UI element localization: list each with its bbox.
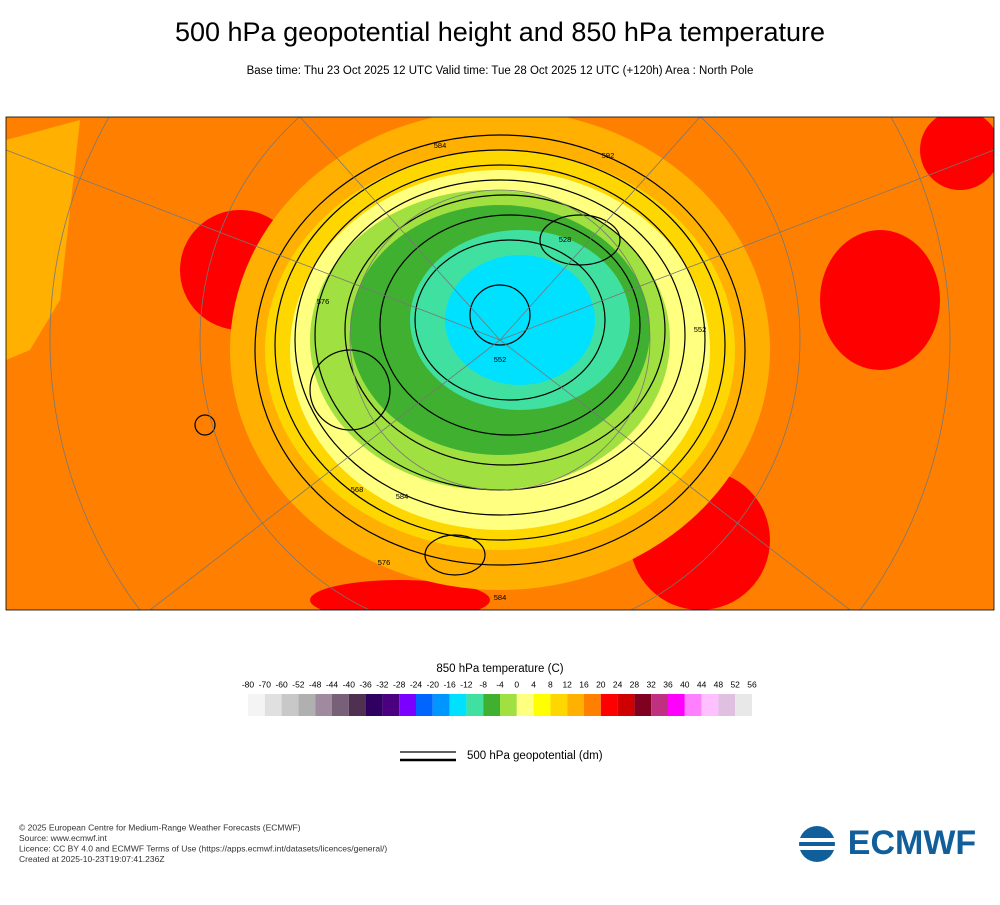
footer-line: Source: www.ecmwf.int — [19, 833, 107, 843]
colorbar-label: -32 — [376, 679, 389, 689]
contour-key-label: 500 hPa geopotential (dm) — [467, 750, 603, 762]
colorbar-label: 28 — [630, 679, 640, 689]
contour-label: 576 — [317, 297, 330, 306]
colorbar-box — [399, 694, 416, 716]
colorbar-label: 12 — [562, 679, 572, 689]
colorbar-label: -40 — [343, 679, 356, 689]
colorbar-label: -20 — [427, 679, 440, 689]
colorbar-label: 24 — [613, 679, 623, 689]
colorbar-box — [466, 694, 484, 716]
colorbar-box — [449, 694, 467, 716]
colorbar-label: -24 — [410, 679, 423, 689]
contour-label: 584 — [494, 593, 507, 602]
colorbar-label: -70 — [259, 679, 272, 689]
logo-mark — [797, 826, 839, 862]
colorbar-label: 20 — [596, 679, 606, 689]
contour-label: 584 — [396, 492, 409, 501]
colorbar-box — [684, 694, 702, 716]
colorbar-box — [281, 694, 299, 716]
colorbar-label: 56 — [747, 679, 757, 689]
logo-text: ECMWF — [848, 824, 976, 862]
map — [6, 117, 994, 610]
subtitle: Base time: Thu 23 Oct 2025 12 UTC Valid … — [247, 65, 754, 77]
colorbar-label: -4 — [496, 679, 504, 689]
colorbar-box — [348, 694, 366, 716]
legend-title: 850 hPa temperature (C) — [436, 663, 563, 675]
colorbar-label: -8 — [479, 679, 487, 689]
colorbar-label: -36 — [359, 679, 372, 689]
colorbar-label: 48 — [714, 679, 724, 689]
colorbar-box — [416, 694, 433, 716]
colorbar-box — [516, 694, 534, 716]
colorbar-box — [567, 694, 584, 716]
colorbar-label: 4 — [531, 679, 536, 689]
colorbar-box — [735, 694, 752, 716]
colorbar-label: 44 — [697, 679, 707, 689]
contour-label: 576 — [378, 558, 391, 567]
contour-label: 528 — [559, 235, 572, 244]
contour-label: 568 — [351, 485, 364, 494]
colorbar-box — [332, 694, 349, 716]
colorbar-label: -44 — [326, 679, 339, 689]
colorbar-label: -12 — [460, 679, 473, 689]
colorbar-label: 36 — [663, 679, 673, 689]
footer-line: Created at 2025-10-23T19:07:41.236Z — [19, 854, 165, 864]
footer-line: Licence: CC BY 4.0 and ECMWF Terms of Us… — [19, 843, 387, 853]
colorbar-box — [432, 694, 450, 716]
colorbar-box — [634, 694, 652, 716]
colorbar-box — [701, 694, 719, 716]
colorbar-box — [483, 694, 500, 716]
contour-label: 552 — [694, 325, 707, 334]
colorbar-box — [533, 694, 551, 716]
colorbar-box — [651, 694, 668, 716]
colorbar-label: 16 — [579, 679, 589, 689]
colorbar-box — [264, 694, 282, 716]
colorbar-label: -48 — [309, 679, 322, 689]
colorbar-box — [298, 694, 316, 716]
colorbar-label: -16 — [443, 679, 456, 689]
colorbar-label: -28 — [393, 679, 406, 689]
footer-line: © 2025 European Centre for Medium-Range … — [19, 822, 301, 832]
colorbar-label: 40 — [680, 679, 690, 689]
colorbar-box — [668, 694, 685, 716]
colorbar-box — [248, 694, 265, 716]
colorbar-box — [600, 694, 618, 716]
title: 500 hPa geopotential height and 850 hPa … — [175, 17, 825, 47]
colorbar-box — [584, 694, 601, 716]
colorbar-box — [382, 694, 400, 716]
contour-label: 584 — [434, 141, 447, 150]
contour-label: 552 — [494, 355, 507, 364]
colorbar-box — [617, 694, 635, 716]
colorbar-box — [500, 694, 517, 716]
map-frame — [5, 116, 995, 611]
colorbar-label: -52 — [292, 679, 305, 689]
colorbar-label: -80 — [242, 679, 255, 689]
colorbar-label: 0 — [514, 679, 519, 689]
contour-label: 592 — [602, 151, 615, 160]
colorbar-box — [365, 694, 383, 716]
colorbar-box — [718, 694, 736, 716]
colorbar-box — [550, 694, 568, 716]
colorbar-box — [315, 694, 332, 716]
colorbar-label: -60 — [275, 679, 288, 689]
colorbar-label: 32 — [646, 679, 656, 689]
colorbar-label: 8 — [548, 679, 553, 689]
colorbar-label: 52 — [730, 679, 740, 689]
